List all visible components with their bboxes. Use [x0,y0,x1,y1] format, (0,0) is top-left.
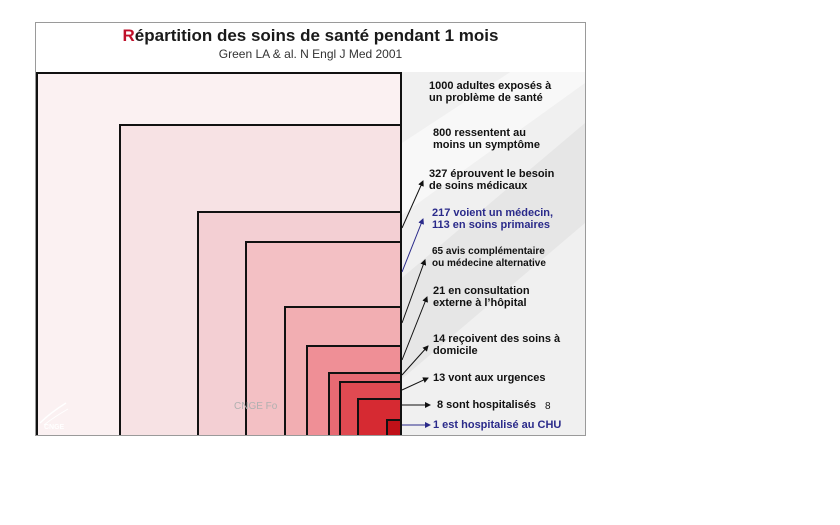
label-1: 1 est hospitalisé au CHU [433,419,562,431]
title-initial: R [122,26,135,45]
label-217: 217 voient un médecin, 113 en soins prima… [432,207,554,231]
label-21: 21 en consultation externe à l’hôpital [433,285,530,309]
label-8: 8 sont hospitalisés [437,399,537,411]
page-number: 8 [545,401,551,412]
connector-arrows [401,180,431,428]
cnge-logo-icon [39,402,69,426]
watermark-text: CNGE Fo [234,401,278,412]
label-800: 800 ressentent au moins un symptôme [433,127,540,151]
logo-text: CNGE [44,424,65,431]
label-13: 13 vont aux urgences [433,372,546,384]
title-text: épartition des soins de santé pendant 1 … [134,26,499,45]
title-area: Répartition des soins de santé pendant 1… [36,23,585,72]
label-1000: 1000 adultes exposés à un problème de san… [429,80,552,104]
label-327: 327 éprouvent le besoin de soins médicaux [429,168,555,192]
slide: Répartition des soins de santé pendant 1… [35,22,586,436]
slide-subtitle: Green LA & al. N Engl J Med 2001 [218,47,403,61]
label-14: 14 reçoivent des soins à domicile [433,333,561,357]
slide-title: Répartition des soins de santé pendant 1… [36,26,585,46]
label-65: 65 avis complémentaire ou médecine altern… [432,246,546,269]
